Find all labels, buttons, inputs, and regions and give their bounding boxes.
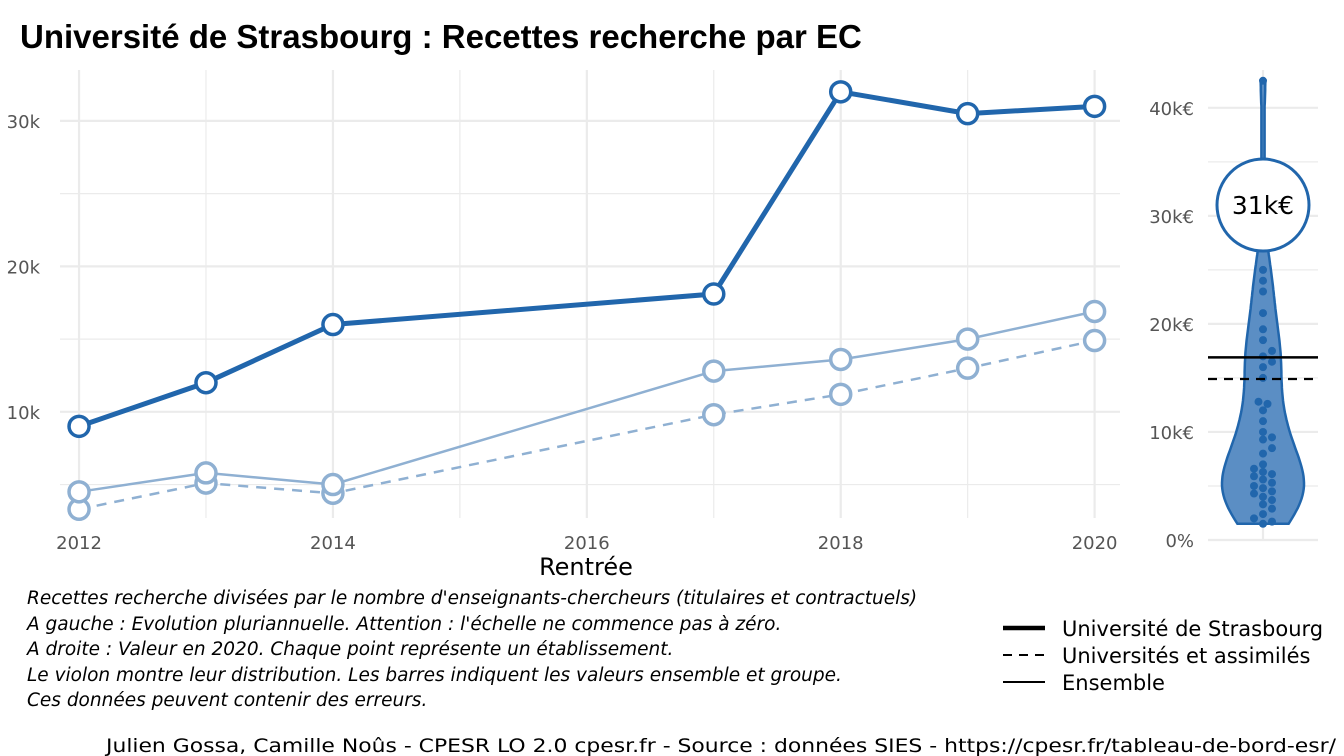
data-point bbox=[702, 282, 726, 306]
violin-data-point bbox=[1263, 399, 1272, 408]
violin-data-point bbox=[1259, 500, 1267, 509]
y-tick-label: 10k bbox=[7, 403, 41, 424]
data-point bbox=[702, 402, 726, 427]
data-point bbox=[955, 101, 980, 126]
note-line: Recettes recherche divisées par le nombr… bbox=[27, 588, 917, 609]
violin-data-point bbox=[1268, 346, 1276, 355]
data-point bbox=[194, 370, 218, 395]
violin-data-point bbox=[1268, 444, 1276, 453]
violin-data-point bbox=[1250, 489, 1258, 498]
line-chart-points bbox=[67, 80, 1107, 522]
violin-data-point bbox=[1268, 504, 1276, 513]
line-chart-grid bbox=[60, 70, 1120, 518]
violin-data-point bbox=[1259, 427, 1267, 436]
violin-ticks: 0% 10k€ 20k€ 30k€ 40k€ bbox=[1149, 99, 1194, 552]
violin-data-point bbox=[1268, 470, 1276, 479]
y-tick-label: 0% bbox=[1165, 531, 1194, 552]
violin-data-point bbox=[1259, 309, 1267, 318]
data-point bbox=[955, 327, 980, 351]
data-point bbox=[702, 359, 726, 383]
violin-data-point bbox=[1250, 472, 1258, 481]
violin-data-point bbox=[1254, 397, 1263, 406]
legend-label: Universités et assimilés bbox=[1062, 644, 1310, 668]
y-tick-label: 30k bbox=[7, 112, 41, 133]
x-tick-label: 2012 bbox=[56, 533, 102, 554]
violin-data-point bbox=[1259, 363, 1267, 372]
violin-data-point bbox=[1268, 357, 1276, 366]
violin-data-point bbox=[1268, 478, 1276, 487]
violin-data-point bbox=[1259, 475, 1267, 484]
x-tick-label: 2020 bbox=[1072, 533, 1118, 554]
x-tick-label: 2018 bbox=[818, 533, 864, 554]
data-point bbox=[1082, 299, 1107, 324]
violin-data-point bbox=[1250, 514, 1258, 523]
y-tick-label: 40k€ bbox=[1149, 99, 1194, 120]
violin-data-point bbox=[1259, 519, 1267, 528]
data-point bbox=[828, 80, 853, 104]
y-tick-label: 20k bbox=[7, 257, 41, 278]
data-point bbox=[828, 382, 853, 407]
violin-data-point bbox=[1259, 492, 1267, 501]
line-chart-ticks: 10k 20k 30k 2012 2014 2016 2018 2020 bbox=[7, 112, 1118, 554]
highlight-bubble: 31k€ bbox=[1215, 157, 1311, 253]
highlight-value-label: 31k€ bbox=[1232, 191, 1294, 220]
violin-data-point bbox=[1259, 460, 1267, 469]
violin-data-point bbox=[1268, 496, 1276, 505]
violin-data-point bbox=[1268, 517, 1276, 526]
data-point bbox=[67, 414, 91, 439]
legend: Université de Strasbourg Universités et … bbox=[1003, 617, 1323, 695]
violin-data-point bbox=[1259, 449, 1267, 458]
data-point bbox=[321, 312, 345, 337]
data-point bbox=[828, 347, 853, 372]
violin-data-point bbox=[1259, 484, 1267, 493]
violin-data-point bbox=[1268, 487, 1276, 496]
violin-data-point bbox=[1259, 325, 1267, 334]
violin-data-point bbox=[1259, 417, 1267, 426]
data-point bbox=[955, 356, 980, 380]
y-tick-label: 10k€ bbox=[1149, 423, 1194, 444]
x-tick-label: 2014 bbox=[310, 533, 356, 554]
notes-block: Recettes recherche divisées par le nombr… bbox=[26, 588, 917, 711]
y-tick-label: 20k€ bbox=[1149, 315, 1194, 336]
note-line: Le violon montre leur distribution. Les … bbox=[27, 665, 842, 686]
violin-panel: 31k€ 0% 10k€ 20k€ 30k€ 40k€ bbox=[1149, 70, 1318, 552]
data-point bbox=[194, 461, 218, 485]
violin-data-point bbox=[1259, 406, 1267, 415]
x-axis-title: Rentrée bbox=[539, 553, 633, 581]
violin-data-point bbox=[1250, 481, 1258, 490]
violin-data-point bbox=[1259, 467, 1267, 476]
violin-data-point bbox=[1259, 435, 1267, 444]
data-point bbox=[1082, 94, 1107, 119]
chart-title: Université de Strasbourg : Recettes rech… bbox=[20, 18, 862, 55]
violin-data-point bbox=[1259, 510, 1267, 519]
legend-label: Ensemble bbox=[1062, 671, 1165, 695]
x-tick-label: 2016 bbox=[564, 533, 610, 554]
data-point bbox=[321, 472, 345, 497]
violin-reference-lines bbox=[1208, 356, 1318, 381]
note-line: A gauche : Evolution pluriannuelle. Atte… bbox=[26, 614, 781, 635]
source-caption: Julien Gossa, Camille Noûs - CPESR LO 2.… bbox=[105, 735, 1337, 756]
violin-data-point bbox=[1259, 76, 1267, 85]
violin-data-point bbox=[1259, 265, 1267, 274]
violin-data-point bbox=[1259, 276, 1267, 285]
violin-data-point bbox=[1250, 464, 1258, 473]
y-tick-label: 30k€ bbox=[1149, 207, 1194, 228]
note-line: Ces données peuvent contenir des erreurs… bbox=[27, 690, 427, 711]
legend-label: Université de Strasbourg bbox=[1062, 617, 1323, 641]
violin-data-point bbox=[1268, 433, 1276, 442]
note-line: A droite : Valeur en 2020. Chaque point … bbox=[26, 639, 673, 660]
data-point bbox=[67, 480, 91, 504]
line-chart-panel: 10k 20k 30k 2012 2014 2016 2018 2020 Rentrée bbox=[7, 70, 1120, 581]
violin-data-point bbox=[1259, 336, 1267, 345]
violin-data-point bbox=[1259, 287, 1267, 296]
highlight-bubble-circle bbox=[1215, 157, 1311, 253]
data-point bbox=[1082, 328, 1107, 353]
